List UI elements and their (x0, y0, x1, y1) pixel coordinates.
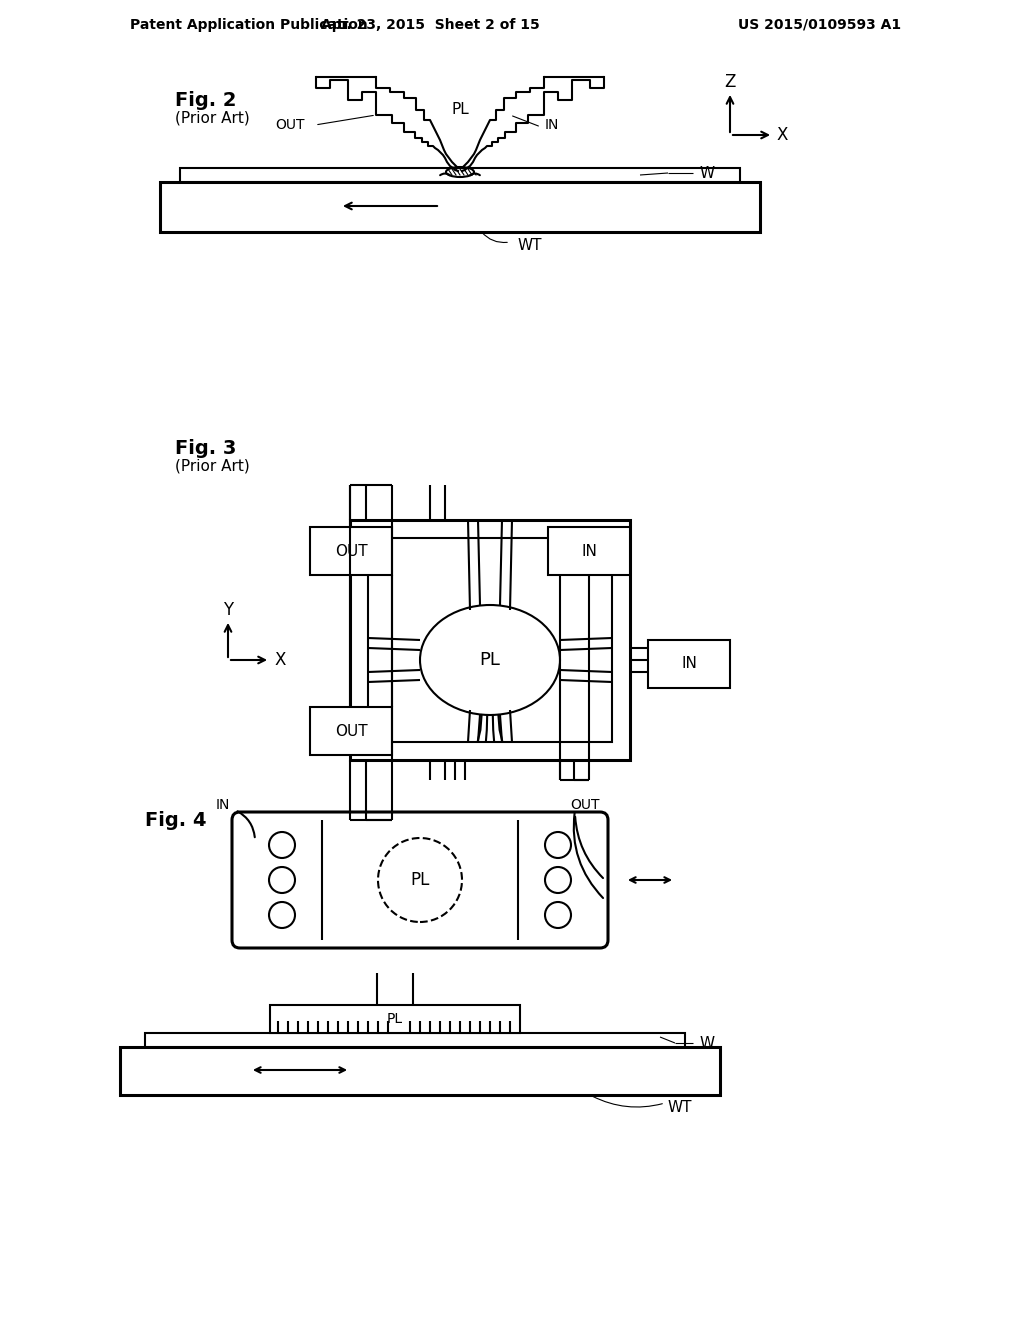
Text: US 2015/0109593 A1: US 2015/0109593 A1 (738, 18, 901, 32)
Text: OUT: OUT (275, 117, 305, 132)
Text: IN: IN (581, 544, 597, 558)
Text: OUT: OUT (335, 544, 368, 558)
Bar (160, 182, 760, 232)
Text: Fig. 2: Fig. 2 (175, 91, 237, 110)
Text: (Prior Art): (Prior Art) (175, 458, 250, 474)
Text: Y: Y (223, 601, 233, 619)
Text: IN: IN (216, 799, 230, 812)
Bar (368, 539, 612, 742)
Text: WT: WT (668, 1100, 692, 1114)
FancyBboxPatch shape (232, 812, 608, 948)
Text: Patent Application Publication: Patent Application Publication (130, 18, 368, 32)
Text: PL: PL (479, 651, 501, 669)
Bar (310, 527, 392, 576)
Text: PL: PL (387, 1012, 403, 1026)
Text: IN: IN (681, 656, 697, 672)
Bar (648, 640, 730, 688)
Text: X: X (776, 125, 787, 144)
Ellipse shape (420, 605, 560, 715)
Text: W: W (700, 1035, 715, 1051)
Text: Fig. 4: Fig. 4 (145, 810, 207, 829)
Text: OUT: OUT (335, 723, 368, 738)
Text: (Prior Art): (Prior Art) (175, 111, 250, 125)
Bar (120, 1047, 720, 1096)
Bar (145, 1034, 685, 1047)
Text: PL: PL (452, 103, 469, 117)
Text: WT: WT (518, 238, 543, 252)
Bar (180, 168, 740, 182)
Text: X: X (274, 651, 286, 669)
Bar (548, 527, 630, 576)
Text: W: W (700, 165, 715, 181)
Text: Z: Z (724, 73, 735, 91)
Text: Apr. 23, 2015  Sheet 2 of 15: Apr. 23, 2015 Sheet 2 of 15 (321, 18, 540, 32)
Text: IN: IN (545, 117, 559, 132)
Bar (270, 1005, 520, 1034)
Bar (350, 520, 630, 760)
Text: PL: PL (411, 871, 430, 888)
Bar (310, 708, 392, 755)
Text: Fig. 3: Fig. 3 (175, 438, 237, 458)
Text: OUT: OUT (570, 799, 599, 812)
